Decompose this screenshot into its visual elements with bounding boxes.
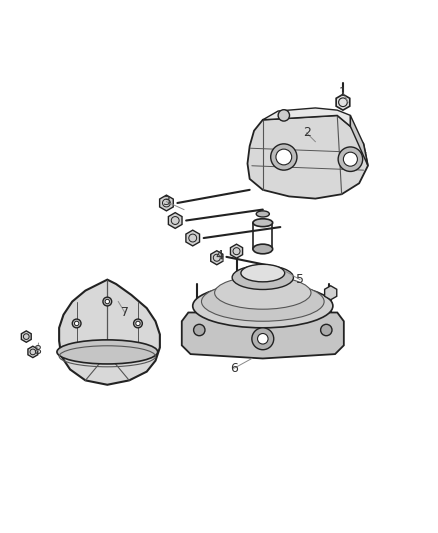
Circle shape: [194, 324, 205, 336]
Circle shape: [72, 319, 81, 328]
Circle shape: [105, 300, 110, 304]
Ellipse shape: [57, 340, 158, 364]
Polygon shape: [182, 312, 344, 359]
Polygon shape: [168, 213, 182, 229]
Circle shape: [278, 110, 290, 121]
Text: 6: 6: [230, 361, 238, 375]
Ellipse shape: [256, 211, 269, 217]
Circle shape: [343, 152, 357, 166]
Polygon shape: [28, 346, 38, 358]
Polygon shape: [159, 195, 173, 211]
Ellipse shape: [197, 284, 328, 336]
Ellipse shape: [232, 265, 293, 289]
Ellipse shape: [253, 244, 272, 254]
Polygon shape: [325, 286, 337, 300]
Text: 7: 7: [121, 306, 129, 319]
Text: 3: 3: [162, 195, 170, 208]
Circle shape: [276, 149, 292, 165]
Polygon shape: [59, 280, 160, 385]
Text: 8: 8: [33, 344, 41, 357]
Ellipse shape: [253, 219, 272, 227]
Polygon shape: [211, 251, 223, 265]
Polygon shape: [230, 244, 243, 258]
Circle shape: [258, 334, 268, 344]
Circle shape: [252, 328, 274, 350]
Polygon shape: [186, 230, 200, 246]
Polygon shape: [21, 331, 31, 342]
Polygon shape: [336, 94, 350, 110]
Circle shape: [136, 321, 140, 326]
Polygon shape: [350, 115, 368, 166]
Polygon shape: [247, 115, 368, 199]
Circle shape: [338, 147, 363, 172]
Ellipse shape: [197, 302, 328, 354]
Ellipse shape: [241, 264, 285, 282]
Circle shape: [271, 144, 297, 170]
Ellipse shape: [193, 284, 333, 328]
Text: 2: 2: [303, 126, 311, 140]
Text: 5: 5: [296, 273, 304, 286]
Text: 1: 1: [339, 86, 347, 99]
Circle shape: [321, 324, 332, 336]
Circle shape: [134, 319, 142, 328]
Circle shape: [74, 321, 79, 326]
Polygon shape: [263, 108, 350, 126]
Ellipse shape: [201, 282, 324, 321]
Ellipse shape: [215, 276, 311, 309]
Text: 4: 4: [215, 249, 223, 262]
Circle shape: [103, 297, 112, 306]
